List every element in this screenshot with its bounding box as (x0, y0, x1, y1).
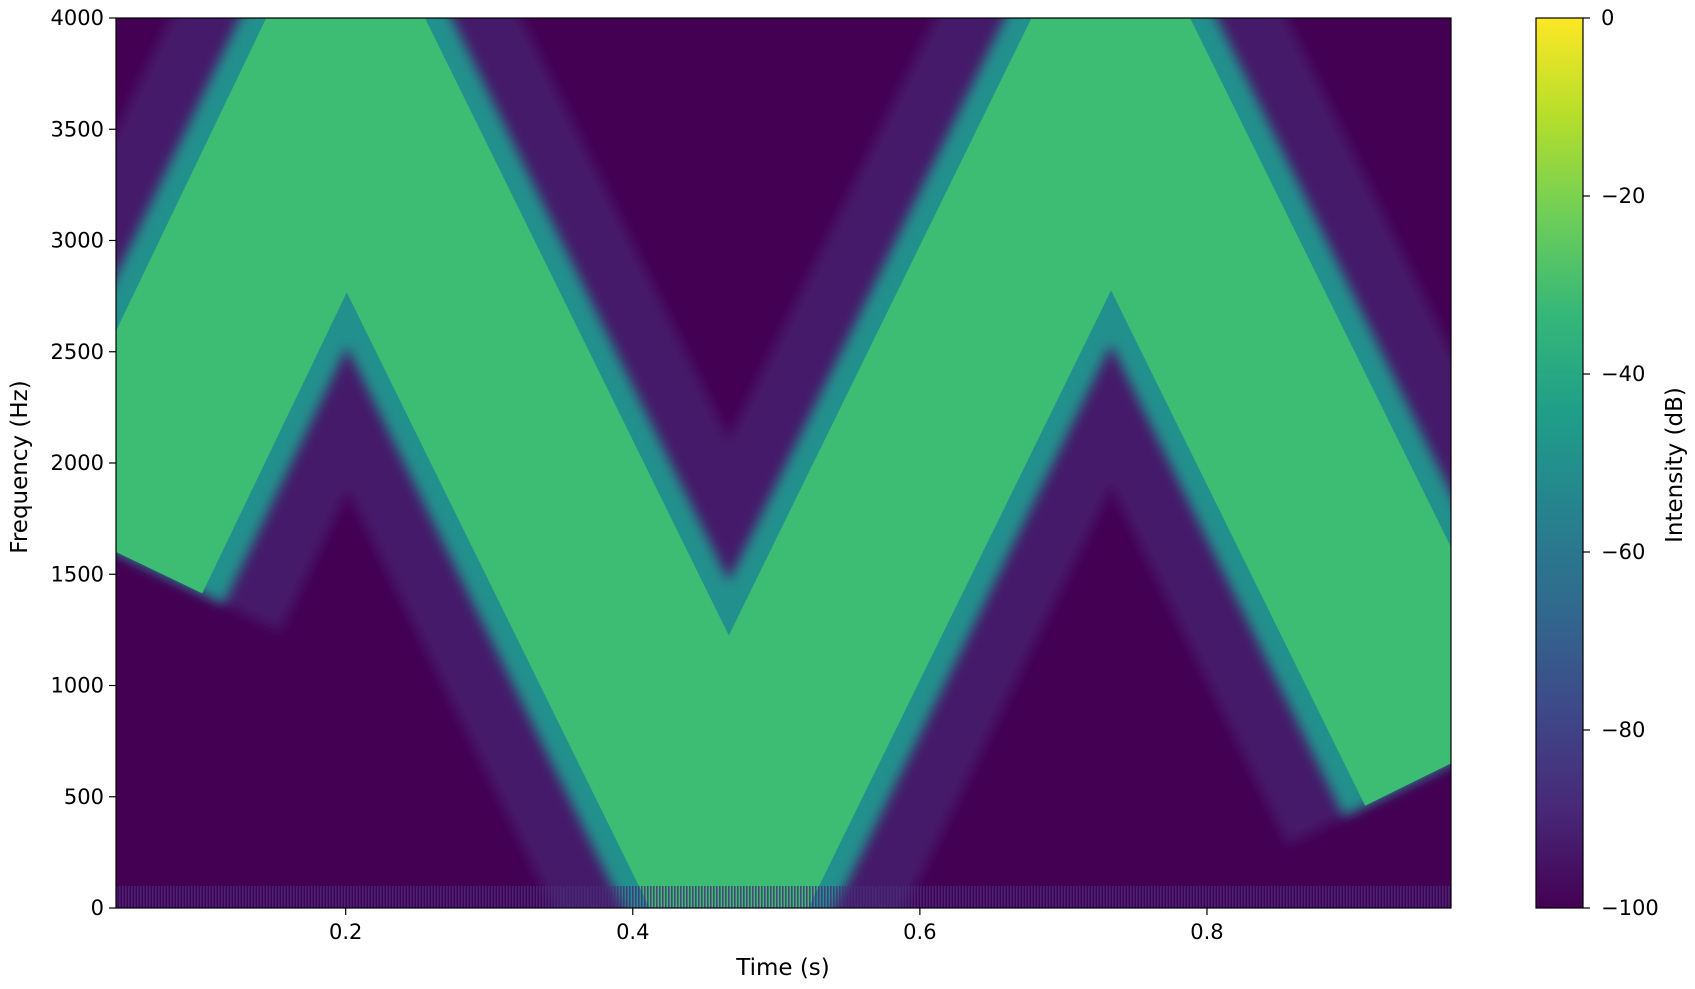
x-tick-label: 0.2 (329, 920, 362, 944)
colorbar-tick-label: −100 (1601, 896, 1659, 920)
x-tick-label: 0.6 (903, 920, 936, 944)
colorbar: 0 −20 −40 −60 −80 −100 (1535, 6, 1659, 920)
y-tick-label: 0 (91, 896, 104, 920)
x-axis-title: Time (s) (735, 955, 830, 981)
y-tick-label: 500 (64, 785, 104, 809)
x-tick-label: 0.8 (1190, 920, 1223, 944)
x-axis: 0.2 0.4 0.6 0.8 (329, 908, 1224, 944)
y-tick-label: 4000 (51, 6, 104, 30)
low-frequency-noise (116, 886, 1450, 908)
y-tick-label: 3000 (51, 229, 104, 253)
colorbar-tick-label: −80 (1601, 718, 1645, 742)
x-tick-label: 0.4 (616, 920, 649, 944)
colorbar-title: Intensity (dB) (1662, 387, 1688, 543)
colorbar-tick-label: −40 (1601, 362, 1645, 386)
colorbar-tick-label: −20 (1601, 184, 1645, 208)
y-tick-label: 2500 (51, 340, 104, 364)
y-tick-label: 1000 (51, 674, 104, 698)
y-axis: 0 500 1000 1500 2000 2500 3000 3500 4000 (51, 6, 116, 920)
plot-area (115, 17, 1452, 909)
frequency-sweep-band (116, 18, 1451, 908)
y-tick-label: 1500 (51, 562, 104, 586)
colorbar-tick-label: 0 (1601, 6, 1614, 30)
colorbar-tick-label: −60 (1601, 540, 1645, 564)
y-axis-title: Frequency (Hz) (7, 380, 33, 553)
colorbar-gradient (1535, 17, 1584, 909)
y-tick-label: 3500 (51, 117, 104, 141)
y-tick-label: 2000 (51, 451, 104, 475)
